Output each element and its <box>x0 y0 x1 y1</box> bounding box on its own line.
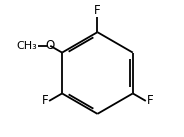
Text: F: F <box>94 4 101 17</box>
Text: F: F <box>146 94 153 107</box>
Text: F: F <box>42 94 48 107</box>
Text: O: O <box>46 39 55 52</box>
Text: CH₃: CH₃ <box>17 41 37 51</box>
